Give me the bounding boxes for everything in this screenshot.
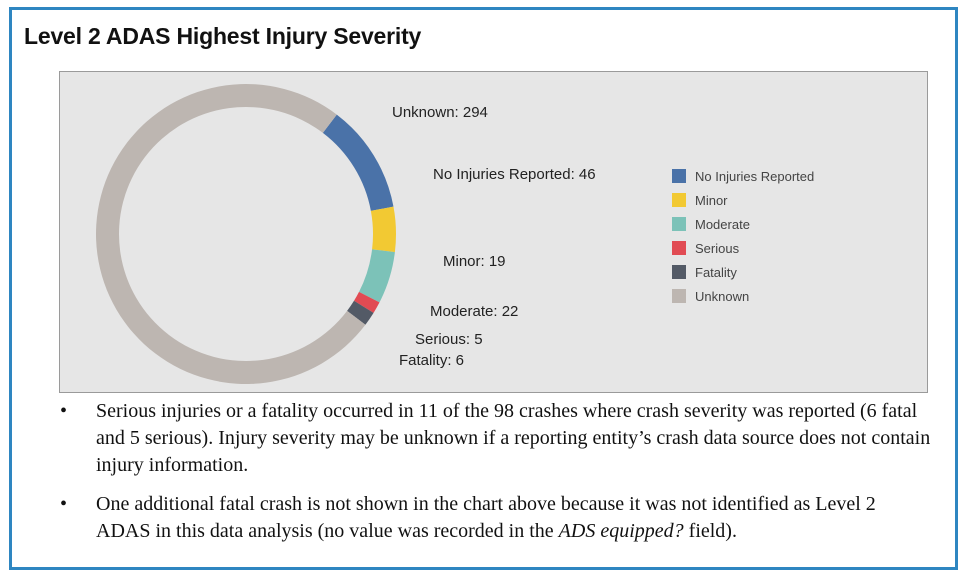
donut-slice-minor: [370, 206, 396, 253]
slice-label-unknown: Unknown: 294: [392, 104, 488, 121]
note-text-end: field).: [683, 520, 737, 542]
legend-item-serious: Serious: [672, 236, 814, 260]
note-item: • One additional fatal crash is not show…: [52, 491, 932, 545]
bullet-icon: •: [60, 400, 68, 422]
donut-slice-no-injuries: [322, 114, 394, 211]
legend-label: Fatality: [695, 264, 737, 280]
slice-label-no-injuries: No Injuries Reported: 46: [433, 166, 596, 183]
legend-label: No Injuries Reported: [695, 168, 815, 184]
legend-item-moderate: Moderate: [672, 212, 814, 236]
legend-swatch: [672, 217, 686, 231]
legend-item-unknown: Unknown: [672, 284, 814, 308]
slice-label-minor: Minor: 19: [443, 253, 506, 270]
legend-swatch: [672, 241, 686, 255]
donut-slice-moderate: [359, 249, 395, 303]
legend-swatch: [672, 289, 686, 303]
legend-label: Serious: [695, 240, 740, 256]
bullet-icon: •: [60, 493, 68, 515]
legend-item-minor: Minor: [672, 188, 814, 212]
legend-label: Unknown: [695, 288, 750, 304]
chart-legend: No Injuries Reported Minor Moderate Seri…: [672, 164, 814, 308]
donut-chart: Unknown: 294 No Injuries Reported: 46 Mino…: [96, 84, 596, 385]
donut-slice-serious: [354, 291, 380, 313]
note-emphasis: ADS equipped?: [558, 520, 684, 542]
legend-swatch: [672, 169, 686, 183]
legend-swatch: [672, 265, 686, 279]
chart-title: Level 2 ADAS Highest Injury Severity: [24, 23, 422, 49]
note-item: • Serious injuries or a fatality occurre…: [52, 398, 932, 479]
legend-item-no-injuries: No Injuries Reported: [672, 164, 814, 188]
note-text: Serious injuries or a fatality occurred …: [96, 400, 931, 476]
donut-slice-unknown: [96, 84, 366, 385]
slice-label-moderate: Moderate: 22: [430, 303, 518, 320]
legend-label: Minor: [695, 192, 728, 208]
slice-label-serious: Serious: 5: [415, 331, 483, 348]
legend-swatch: [672, 193, 686, 207]
figure-frame: Level 2 ADAS Highest Injury Severity Unk…: [9, 7, 958, 570]
legend-item-fatality: Fatality: [672, 260, 814, 284]
chart-area: Unknown: 294 No Injuries Reported: 46 Mino…: [59, 71, 928, 393]
slice-label-fatality: Fatality: 6: [399, 352, 464, 369]
notes-list: • Serious injuries or a fatality occurre…: [52, 398, 932, 557]
legend-label: Moderate: [695, 216, 750, 232]
donut-slice-fatality: [347, 300, 374, 325]
note-text: One additional fatal crash is not shown …: [96, 493, 876, 542]
